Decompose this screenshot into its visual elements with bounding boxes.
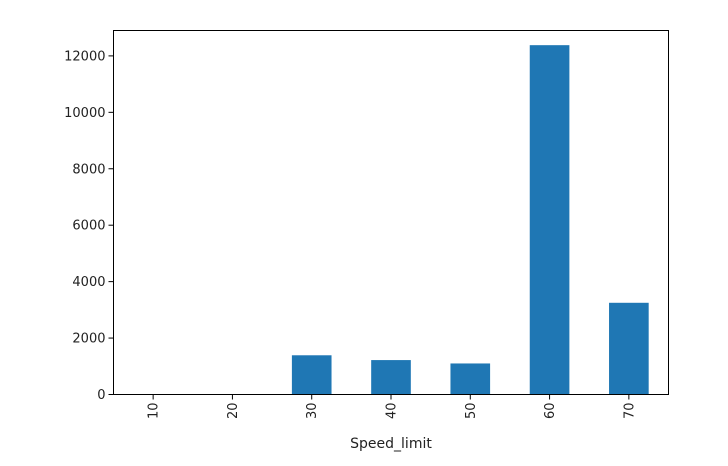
bar-40 — [371, 360, 411, 395]
bar-50 — [450, 363, 491, 395]
x-axis-title: Speed_limit — [350, 436, 432, 452]
y-tick-label: 4000 — [72, 275, 105, 290]
x-axis: 10 20 30 40 50 60 70 — [147, 394, 637, 420]
bar-30 — [291, 355, 332, 395]
y-tick-label: 12000 — [64, 49, 105, 64]
y-axis: 0 2000 4000 6000 8000 10000 12000 — [64, 49, 114, 403]
x-tick-label: 60 — [543, 403, 558, 420]
x-tick-label: 30 — [305, 403, 320, 420]
plot-frame — [113, 30, 669, 395]
y-tick-label: 0 — [97, 388, 105, 403]
bars-group — [133, 45, 649, 395]
y-tick-label: 8000 — [72, 162, 105, 177]
x-tick-label: 70 — [622, 403, 637, 420]
bar-70 — [609, 302, 649, 395]
x-tick-label: 40 — [385, 403, 400, 420]
y-tick-label: 6000 — [72, 219, 105, 234]
y-tick-label: 10000 — [64, 106, 105, 121]
y-tick-label: 2000 — [72, 332, 105, 347]
x-tick-label: 50 — [464, 403, 479, 420]
bar-60 — [529, 45, 570, 395]
x-tick-label: 10 — [147, 403, 162, 420]
x-tick-label: 20 — [226, 403, 241, 420]
